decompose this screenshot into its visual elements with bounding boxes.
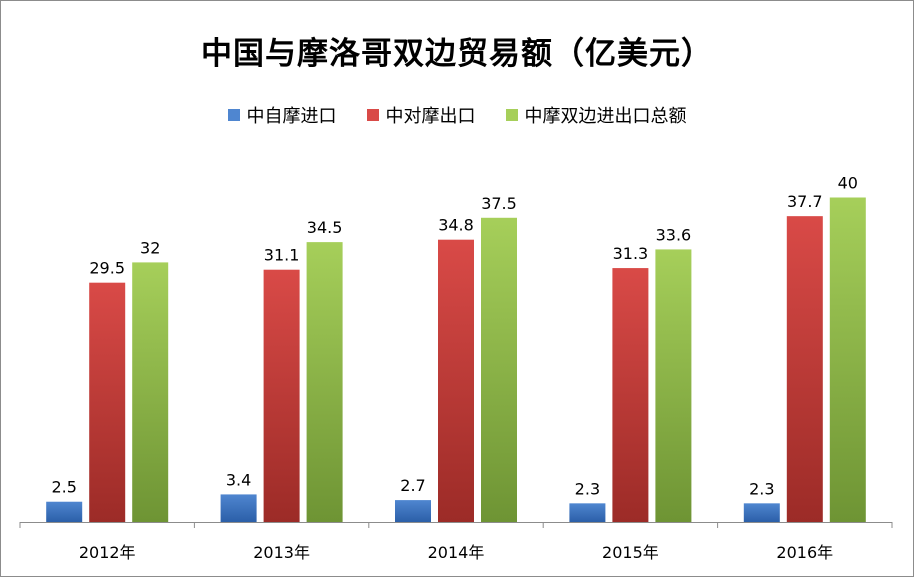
x-tick-label: 2012年 [79,543,136,562]
data-label: 31.1 [264,246,300,265]
data-label: 37.7 [787,192,823,211]
legend-item-2: 中对摩出口 [366,102,476,128]
legend-swatch [505,109,518,121]
data-label: 33.6 [656,225,692,244]
legend-label: 中自摩进口 [246,106,337,127]
data-label: 34.5 [307,218,343,237]
legend-item-3: 中摩双边进出口总额 [505,102,687,128]
data-label: 2.3 [749,479,774,498]
x-tick-label: 2013年 [253,543,310,562]
bar-2013年-中对摩出口 [263,269,300,522]
data-label: 2.7 [400,476,425,495]
bar-2012年-中对摩出口 [89,282,126,522]
bar-2014年-中对摩出口 [438,239,474,522]
data-label: 40 [838,174,858,193]
chart-title: 中国与摩洛哥双边贸易额（亿美元） [201,36,713,72]
legend-label: 中摩双边进出口总额 [524,106,687,127]
legend-swatch [366,109,379,121]
x-tick-label: 2015年 [602,543,659,562]
legend-label: 中对摩出口 [385,106,476,127]
bar-2012年-中自摩进口 [46,501,83,522]
legend: 中自摩进口 中对摩出口 中摩双边进出口总额 [0,102,914,128]
data-label: 34.8 [438,216,474,235]
x-tick-label: 2016年 [776,543,833,562]
data-label: 3.4 [226,470,251,489]
data-label: 2.3 [575,479,600,498]
data-label: 37.5 [481,194,517,213]
bar-2015年-中对摩出口 [612,268,649,522]
bar-2014年-中自摩进口 [395,500,431,522]
data-label: 31.3 [613,244,649,263]
bar-2012年-中摩双边进出口总额 [132,262,169,522]
bar-2015年-中摩双边进出口总额 [655,249,692,523]
bar-2014年-中摩双边进出口总额 [481,217,517,522]
bar-2016年-中摩双边进出口总额 [829,197,866,522]
data-label: 32 [140,238,160,257]
bar-2016年-中对摩出口 [786,216,823,522]
x-tick-label: 2014年 [428,543,485,562]
bar-2013年-中摩双边进出口总额 [306,242,343,522]
data-label: 2.5 [51,478,76,497]
legend-item-1: 中自摩进口 [227,102,337,128]
legend-swatch [227,109,240,121]
bar-2013年-中自摩进口 [220,494,257,522]
data-label: 29.5 [89,259,125,278]
bar-2016年-中自摩进口 [743,503,780,522]
bar-2015年-中自摩进口 [569,503,606,522]
